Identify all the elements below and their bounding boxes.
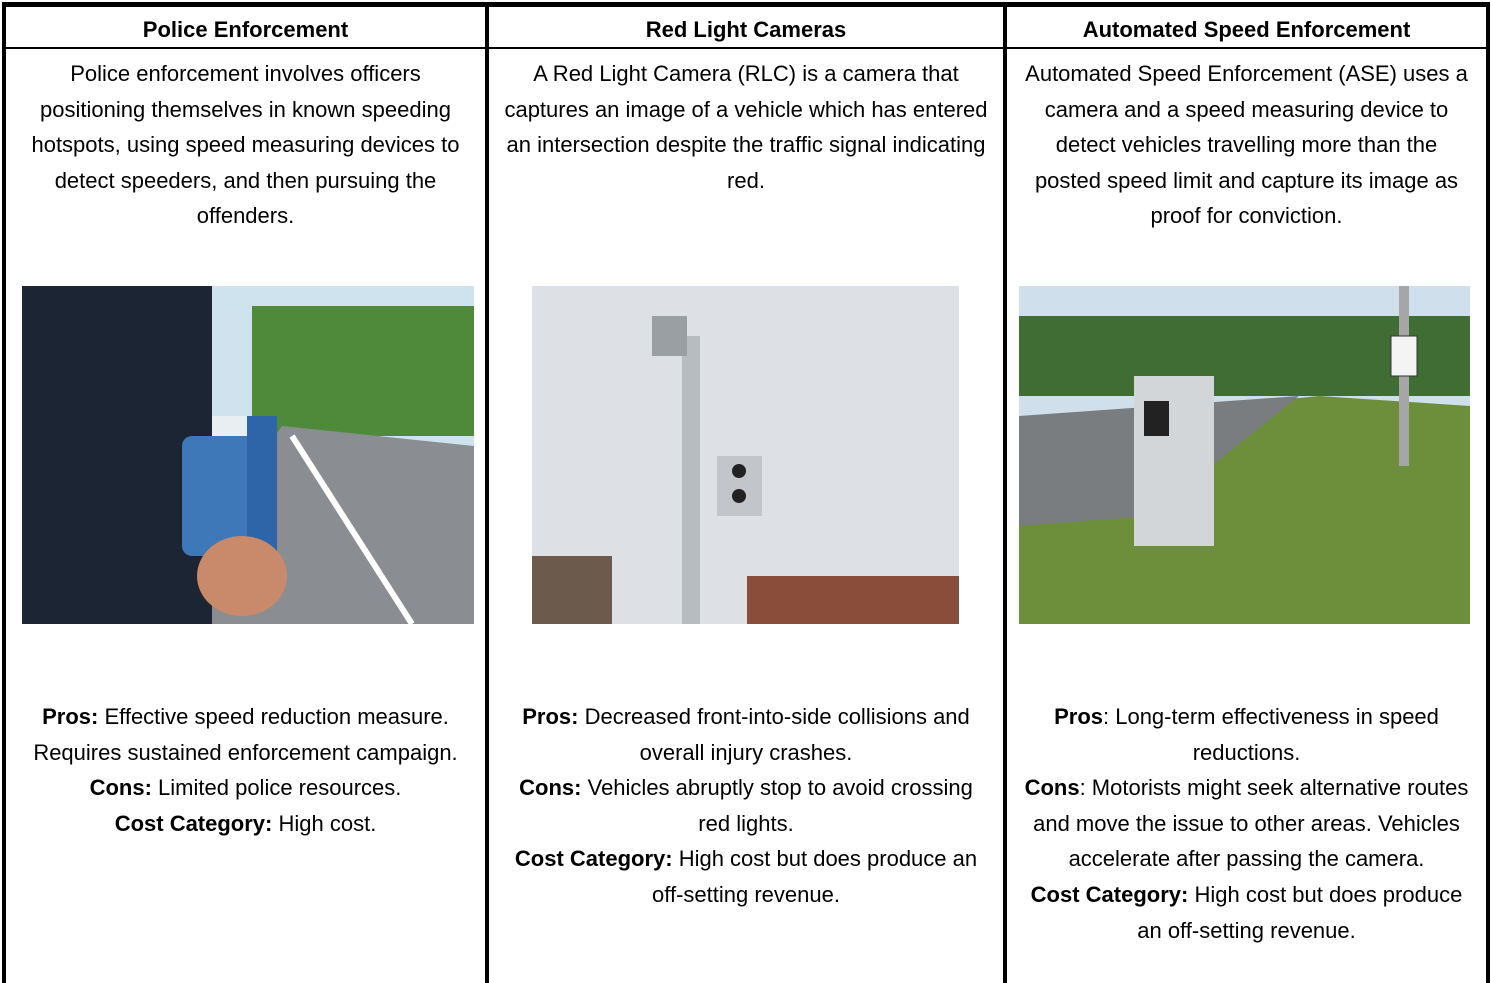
detail-label: Cost Category:	[514, 846, 673, 872]
detail-label: Pros:	[522, 704, 579, 729]
detail-text: High cost but does produce an off-settin…	[1137, 881, 1463, 943]
details: Pros: Decreased front-into-side collisio…	[489, 699, 1003, 913]
column-header: Red Light Cameras	[645, 17, 847, 42]
photo	[22, 286, 474, 624]
detail-line: Pros: Decreased front-into-side collisio…	[501, 699, 991, 770]
description: Police enforcement involves officers pos…	[31, 61, 460, 229]
column-header: Police Enforcement	[142, 17, 349, 42]
detail-text: Limited police resources.	[151, 775, 402, 801]
detail-label: Cons:	[89, 775, 152, 801]
detail-line: Pros: Long-term effectiveness in speed r…	[1019, 699, 1474, 770]
detail-line: Cons: Motorists might seek alternative r…	[1019, 770, 1474, 877]
detail-text: Effective speed reduction measure. Requi…	[33, 704, 458, 765]
detail-label: Cons:	[519, 775, 582, 801]
detail-text: : Long-term effectiveness in speed reduc…	[1103, 704, 1439, 765]
description: Automated Speed Enforcement (ASE) uses a…	[1025, 61, 1468, 229]
detail-line: Cost Category: High cost.	[18, 806, 473, 842]
detail-label: Cost Category:	[114, 810, 273, 836]
details: Pros: Effective speed reduction measure.…	[6, 699, 485, 841]
detail-text: Decreased front-into-side collisions and…	[578, 704, 970, 765]
detail-line: Cons: Limited police resources.	[18, 770, 473, 806]
description: A Red Light Camera (RLC) is a camera tha…	[504, 61, 988, 193]
detail-line: Cons: Vehicles abruptly stop to avoid cr…	[501, 770, 991, 841]
detail-text: High cost but does produce an off-settin…	[652, 846, 978, 907]
photo	[532, 286, 959, 624]
detail-text: High cost.	[272, 810, 377, 836]
column-border	[2, 2, 6, 983]
detail-line: Cost Category: High cost but does produc…	[1019, 877, 1474, 948]
detail-label: Pros:	[42, 704, 99, 729]
details: Pros: Long-term effectiveness in speed r…	[1007, 699, 1486, 948]
detail-label: Cons	[1024, 775, 1080, 801]
column-border	[1003, 2, 1007, 983]
detail-line: Pros: Effective speed reduction measure.…	[18, 699, 473, 770]
detail-label: Cost Category:	[1030, 881, 1189, 907]
detail-text: : Motorists might seek alternative route…	[1033, 775, 1469, 872]
header-border	[2, 47, 1488, 49]
column-header: Automated Speed Enforcement	[1082, 17, 1411, 42]
column-border	[485, 2, 489, 983]
photo	[1019, 286, 1470, 624]
detail-label: Pros	[1054, 704, 1103, 729]
detail-text: Vehicles abruptly stop to avoid crossing…	[581, 775, 973, 836]
detail-line: Cost Category: High cost but does produc…	[501, 841, 991, 912]
column-border	[1486, 2, 1490, 983]
top-border	[2, 2, 1488, 7]
